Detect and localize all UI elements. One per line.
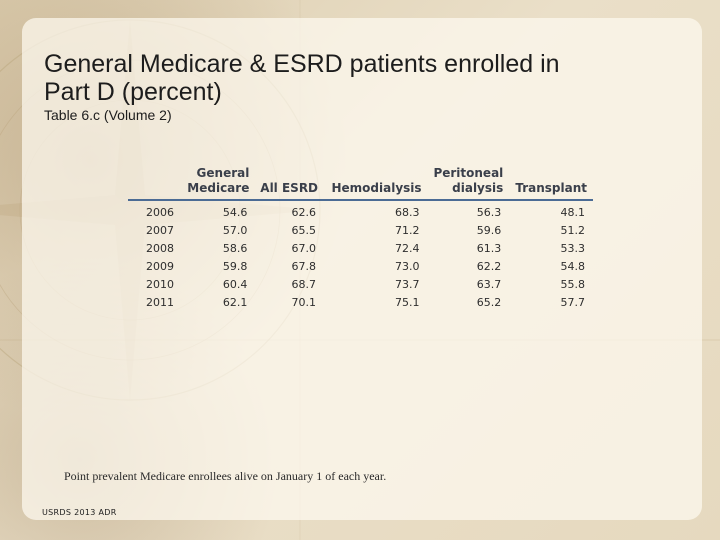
cell-general-medicare: 58.6 bbox=[222, 242, 248, 255]
part-d-enrollment-table: General Medicare All ESRD Hemodialysis P… bbox=[128, 166, 593, 312]
table-footnote: Point prevalent Medicare enrollees alive… bbox=[64, 469, 387, 483]
cell-general-medicare: 60.4 bbox=[222, 278, 248, 291]
table-row: 2009 59.8 67.8 73.0 62.2 54.8 bbox=[128, 258, 593, 276]
cell-all-esrd: 70.1 bbox=[291, 296, 317, 309]
header-peritoneal-line1: Peritoneal bbox=[433, 166, 504, 180]
header-general-medicare-line2: Medicare bbox=[187, 181, 250, 195]
cell-transplant: 51.2 bbox=[560, 224, 586, 237]
cell-peritoneal-dialysis: 65.2 bbox=[476, 296, 502, 309]
cell-hemodialysis: 73.0 bbox=[395, 260, 420, 273]
cell-year: 2007 bbox=[146, 224, 174, 237]
cell-year: 2010 bbox=[146, 278, 174, 291]
cell-year: 2009 bbox=[146, 260, 174, 273]
header-general-medicare: General Medicare bbox=[182, 166, 256, 201]
header-peritoneal-line2: dialysis bbox=[452, 181, 504, 195]
cell-all-esrd: 65.5 bbox=[291, 224, 317, 237]
cell-transplant: 53.3 bbox=[560, 242, 586, 255]
header-general-medicare-line1: General bbox=[196, 166, 250, 180]
cell-hemodialysis: 68.3 bbox=[395, 206, 420, 219]
cell-general-medicare: 54.6 bbox=[222, 206, 248, 219]
slide-title: General Medicare & ESRD patients enrolle… bbox=[44, 50, 560, 106]
cell-hemodialysis: 71.2 bbox=[395, 224, 420, 237]
cell-transplant: 57.7 bbox=[560, 296, 586, 309]
cell-hemodialysis: 72.4 bbox=[395, 242, 420, 255]
cell-all-esrd: 62.6 bbox=[291, 206, 317, 219]
cell-general-medicare: 62.1 bbox=[222, 296, 248, 309]
cell-peritoneal-dialysis: 63.7 bbox=[476, 278, 502, 291]
table-row: 2007 57.0 65.5 71.2 59.6 51.2 bbox=[128, 222, 593, 240]
cell-transplant: 48.1 bbox=[560, 206, 586, 219]
cell-all-esrd: 67.0 bbox=[291, 242, 317, 255]
slide-subtitle: Table 6.c (Volume 2) bbox=[44, 107, 172, 123]
table-row: 2011 62.1 70.1 75.1 65.2 57.7 bbox=[128, 294, 593, 312]
table-header-row: General Medicare All ESRD Hemodialysis P… bbox=[128, 166, 593, 201]
cell-hemodialysis: 73.7 bbox=[395, 278, 420, 291]
table-row: 2006 54.6 62.6 68.3 56.3 48.1 bbox=[128, 200, 593, 222]
cell-peritoneal-dialysis: 56.3 bbox=[476, 206, 502, 219]
header-transplant: Transplant bbox=[509, 166, 593, 201]
cell-all-esrd: 67.8 bbox=[291, 260, 317, 273]
cell-transplant: 54.8 bbox=[560, 260, 586, 273]
cell-hemodialysis: 75.1 bbox=[395, 296, 420, 309]
header-all-esrd: All ESRD bbox=[255, 166, 325, 201]
cell-transplant: 55.8 bbox=[560, 278, 586, 291]
cell-general-medicare: 59.8 bbox=[222, 260, 248, 273]
source-label: USRDS 2013 ADR bbox=[42, 508, 117, 517]
cell-general-medicare: 57.0 bbox=[222, 224, 248, 237]
cell-peritoneal-dialysis: 62.2 bbox=[476, 260, 502, 273]
header-year bbox=[128, 166, 182, 201]
table-row: 2010 60.4 68.7 73.7 63.7 55.8 bbox=[128, 276, 593, 294]
cell-year: 2011 bbox=[146, 296, 174, 309]
table-row: 2008 58.6 67.0 72.4 61.3 53.3 bbox=[128, 240, 593, 258]
cell-peritoneal-dialysis: 59.6 bbox=[476, 224, 502, 237]
cell-peritoneal-dialysis: 61.3 bbox=[476, 242, 502, 255]
header-hemodialysis: Hemodialysis bbox=[324, 166, 428, 201]
header-peritoneal-dialysis: Peritoneal dialysis bbox=[427, 166, 510, 201]
cell-year: 2008 bbox=[146, 242, 174, 255]
content-panel bbox=[22, 18, 702, 520]
cell-year: 2006 bbox=[146, 206, 174, 219]
cell-all-esrd: 68.7 bbox=[291, 278, 317, 291]
